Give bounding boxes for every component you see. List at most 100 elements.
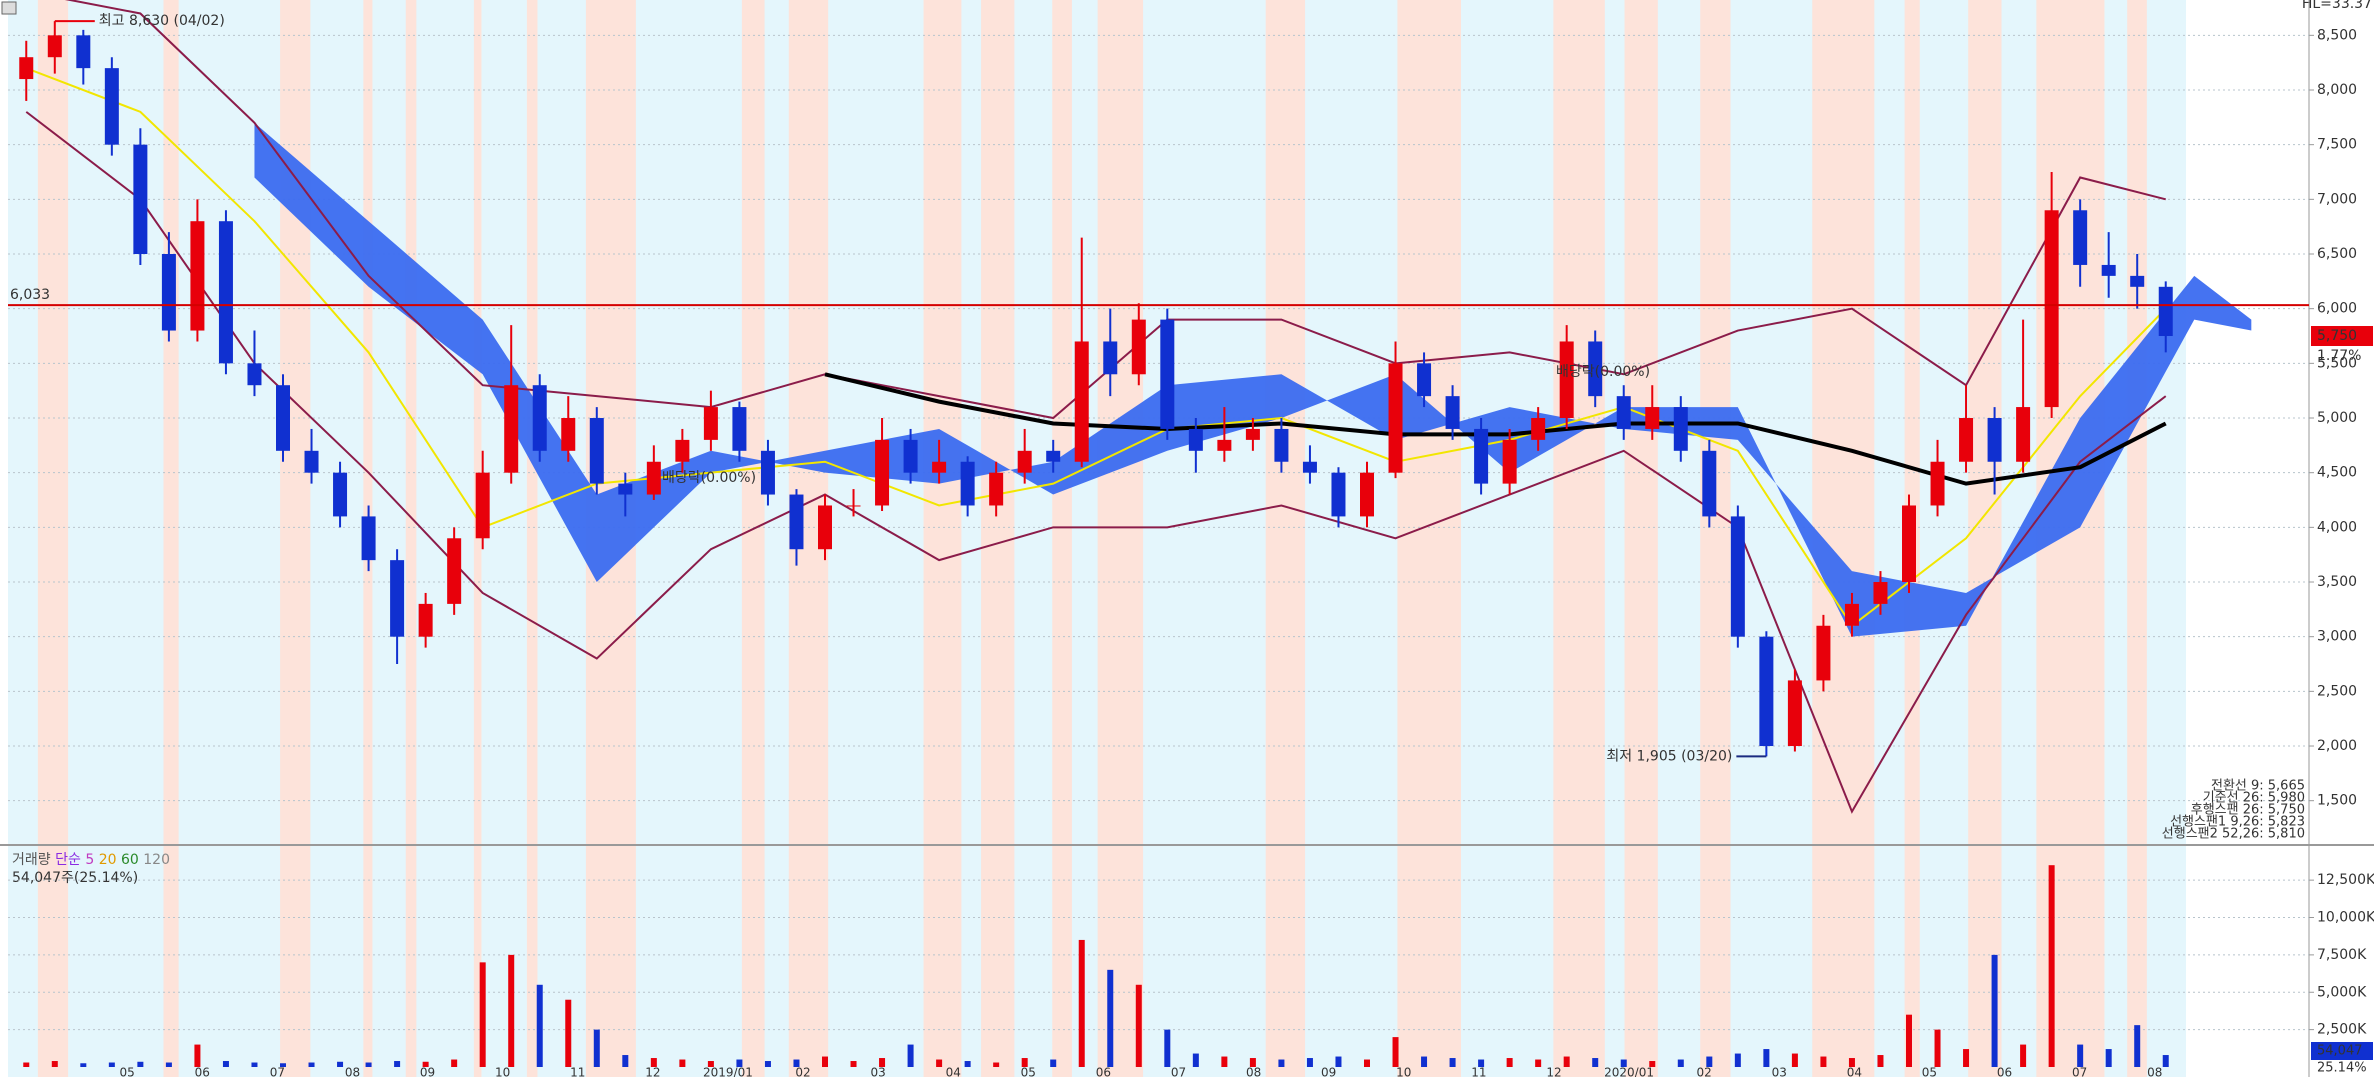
candle-body <box>1103 341 1118 375</box>
volume-bar <box>1706 1056 1713 1067</box>
candle-body <box>1131 319 1146 375</box>
volume-bar <box>1392 1037 1399 1067</box>
candle-body <box>561 418 576 451</box>
y-tick-label: 1,500 <box>2317 793 2357 809</box>
x-tick-label: 03 <box>870 1066 885 1077</box>
last-volume-label: 54,047 <box>2317 1044 2363 1059</box>
volume-bar <box>1563 1056 1570 1067</box>
volume-bar <box>365 1062 372 1067</box>
x-tick-label: 02 <box>1697 1066 1712 1077</box>
volume-bar <box>2162 1055 2169 1067</box>
candle-body <box>1559 341 1574 419</box>
ichimoku-legend: 선행스팬2 52,26: 5,810 <box>2162 826 2305 842</box>
stripe <box>1097 0 1144 1077</box>
candle-body <box>2073 210 2088 265</box>
volume-bar <box>822 1056 828 1067</box>
candle-body <box>304 450 319 473</box>
candle-body <box>1616 396 1631 429</box>
volume-bar <box>451 1059 458 1067</box>
candle-body <box>1873 582 1888 604</box>
x-tick-label: 10 <box>495 1066 510 1077</box>
y-tick-label: 8,000 <box>2317 82 2357 98</box>
volume-info: 54,047주(25.14%) <box>12 870 138 886</box>
volume-bar <box>308 1062 315 1067</box>
y-tick-label: 2,500 <box>2317 683 2357 699</box>
volume-bar <box>137 1061 144 1067</box>
volume-bar <box>1164 1029 1171 1067</box>
legend-ma: 20 <box>99 852 117 868</box>
volume-bar <box>1934 1029 1941 1067</box>
volume-bar <box>1192 1053 1199 1067</box>
candle-body <box>1017 450 1032 473</box>
stripe <box>981 0 1015 1077</box>
y-tick-label: 5,500 <box>2317 355 2357 371</box>
y-tick-label: 7,500 <box>2317 137 2357 153</box>
volume-bar <box>1506 1058 1513 1067</box>
volume-bar <box>1478 1059 1485 1067</box>
ichimoku-legend: 기준선 26: 5,980 <box>2203 791 2305 806</box>
candle-body <box>247 363 262 386</box>
volume-bar <box>1135 984 1142 1067</box>
stripe <box>2127 0 2147 1077</box>
y-tick-label: 2,500K <box>2317 1022 2367 1038</box>
volume-bar <box>1335 1056 1342 1067</box>
candle-body <box>532 385 547 451</box>
candle-body <box>475 472 490 539</box>
candle-body <box>1302 461 1317 473</box>
volume-bar <box>1791 1053 1798 1067</box>
volume-bar <box>650 1058 657 1067</box>
volume-bar <box>593 1029 600 1067</box>
candle-body <box>1388 363 1403 473</box>
volume-bar <box>479 962 486 1067</box>
candle-body <box>1188 428 1203 451</box>
legend-ma: 120 <box>143 852 170 868</box>
candle-body <box>789 494 804 550</box>
stripe <box>37 0 69 1077</box>
volume-bar <box>565 999 572 1067</box>
volume-bar <box>2134 1025 2141 1067</box>
volume-bar <box>1963 1049 1970 1067</box>
volume-bar <box>622 1055 629 1067</box>
candle-body <box>1844 603 1859 626</box>
candle-body <box>1902 505 1916 583</box>
menu-icon[interactable] <box>1 1 17 15</box>
candle-body <box>1645 407 1660 429</box>
stripe <box>163 0 179 1077</box>
candle-body <box>418 603 433 637</box>
candle-body <box>2130 275 2145 287</box>
volume-bar <box>964 1061 971 1067</box>
candle-body <box>1474 428 1489 484</box>
x-tick-label: 03 <box>1772 1066 1787 1077</box>
volume-bar <box>736 1059 743 1067</box>
volume-bar <box>1620 1059 1627 1067</box>
candle-body <box>703 407 718 440</box>
x-tick-label: 05 <box>1922 1066 1937 1077</box>
stripe <box>741 0 765 1077</box>
volume-bar <box>51 1061 58 1067</box>
volume-bar <box>707 1061 714 1067</box>
volume-bar <box>1877 1055 1884 1067</box>
candle-body <box>218 221 233 364</box>
candle-body <box>1930 461 1945 506</box>
x-tick-label: 06 <box>1997 1066 2012 1077</box>
volume-bar <box>165 1062 172 1067</box>
candle-body <box>1759 636 1774 747</box>
volume-bar <box>337 1061 344 1067</box>
candle-body <box>2044 210 2059 408</box>
y-tick-label: 5,000 <box>2317 410 2357 426</box>
candle-body <box>1274 428 1289 462</box>
candle-body <box>133 144 148 255</box>
x-tick-label: 04 <box>946 1066 961 1077</box>
x-tick-label: 12 <box>645 1066 660 1077</box>
volume-bar <box>936 1059 943 1067</box>
candle-body <box>875 439 890 506</box>
candle-body <box>675 439 690 462</box>
candle-body <box>846 505 861 507</box>
stripe <box>1968 0 2002 1077</box>
volume-bar <box>793 1059 800 1067</box>
legend-ma: 60 <box>121 852 139 868</box>
volume-bar <box>394 1061 401 1067</box>
corner-label: HL=33.37 <box>2302 0 2372 12</box>
stripe <box>473 0 482 1077</box>
